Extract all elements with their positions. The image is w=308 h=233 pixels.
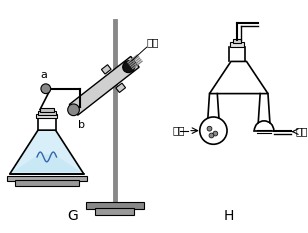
Circle shape — [200, 117, 227, 144]
Text: 固体: 固体 — [172, 126, 185, 136]
Bar — [95, 208, 135, 215]
Circle shape — [207, 126, 212, 131]
Circle shape — [41, 84, 51, 94]
Polygon shape — [10, 130, 84, 174]
Circle shape — [68, 104, 79, 116]
Polygon shape — [101, 65, 111, 74]
Text: H: H — [224, 209, 234, 223]
Circle shape — [213, 131, 218, 136]
Bar — [40, 108, 54, 112]
Bar — [233, 39, 241, 43]
Polygon shape — [116, 83, 126, 93]
Text: 棉花: 棉花 — [147, 37, 159, 47]
Bar — [230, 42, 244, 47]
Polygon shape — [13, 154, 81, 172]
Polygon shape — [209, 62, 268, 94]
Ellipse shape — [123, 61, 135, 73]
Text: b: b — [79, 120, 85, 130]
Text: a: a — [40, 70, 47, 80]
Bar — [86, 202, 144, 209]
Text: G: G — [68, 209, 79, 223]
Bar — [7, 176, 87, 181]
Bar — [36, 113, 58, 118]
Text: 液体: 液体 — [295, 127, 308, 137]
Circle shape — [209, 133, 214, 138]
Bar — [38, 111, 55, 115]
Bar — [14, 180, 79, 186]
Polygon shape — [69, 56, 139, 115]
